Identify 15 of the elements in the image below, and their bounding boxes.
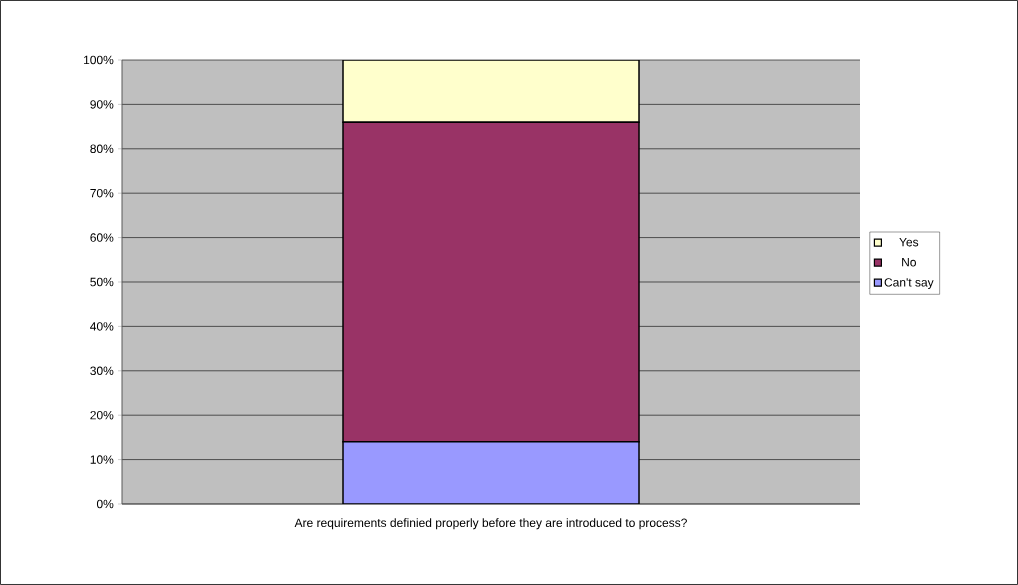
y-tick-label: 40% [90, 322, 114, 331]
y-tick-label: 0% [96, 499, 114, 509]
legend-label: No [902, 258, 916, 267]
y-tick-label: 50% [90, 277, 114, 287]
legend-label: Can't say [884, 278, 934, 289]
y-tick-label: 20% [90, 410, 114, 420]
y-tick-label: 90% [90, 100, 114, 109]
y-tick-label: 30% [90, 366, 114, 376]
y-tick-label: 70% [90, 188, 114, 198]
y-tick-label: 10% [90, 455, 114, 464]
legend-label: Yes [899, 238, 919, 247]
y-tick-label: 100% [84, 55, 114, 65]
y-tick-label: 80% [90, 144, 114, 154]
x-tick-label: Are requirements definied properly before they are introduced to process? [294, 518, 687, 530]
y-tick-label: 60% [90, 233, 114, 242]
